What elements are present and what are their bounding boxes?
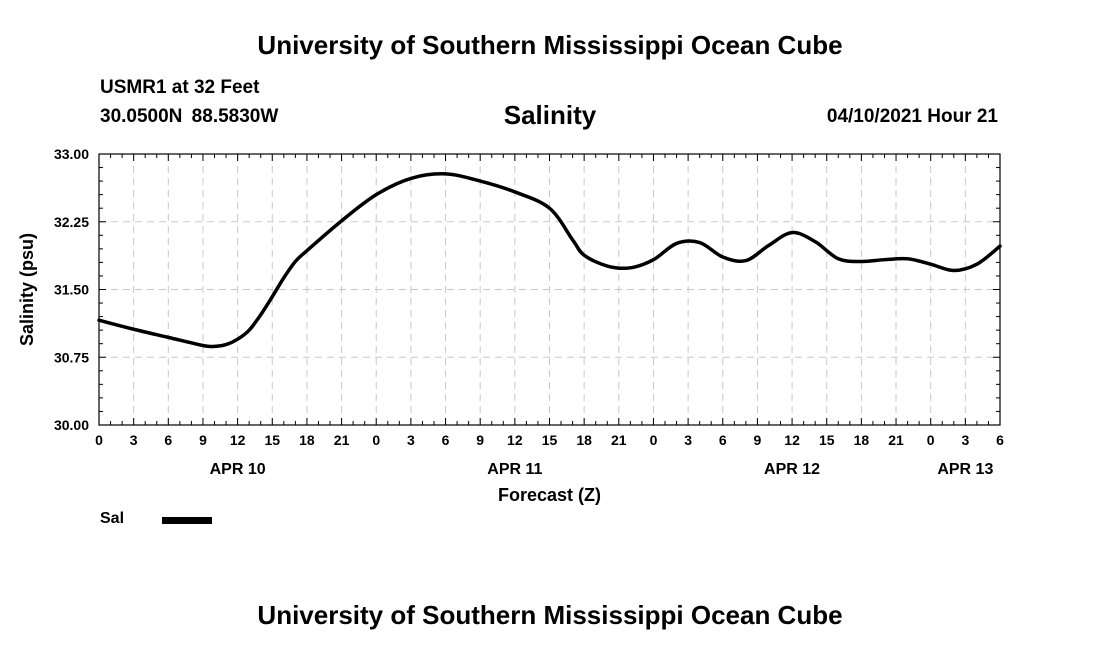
x-tick-label: 3 [961, 432, 969, 448]
plot-frame [98, 153, 1001, 426]
x-tick-label: 15 [819, 432, 835, 448]
series-line-sal [97, 172, 1002, 349]
legend-label-sal: Sal [100, 510, 125, 527]
x-tick-label: 18 [299, 432, 315, 448]
y-axis-title: Salinity (psu) [17, 233, 37, 346]
x-tick-label: 0 [372, 432, 380, 448]
x-tick-label: 21 [611, 432, 627, 448]
x-date-label: APR 12 [764, 461, 820, 478]
station-label: USMR1 at 32 Feet [100, 77, 260, 98]
x-tick-label: 3 [130, 432, 138, 448]
x-tick-label: 21 [334, 432, 350, 448]
x-tick-label: 0 [927, 432, 935, 448]
x-tick-label: 3 [407, 432, 415, 448]
y-tick-label: 31.50 [54, 282, 89, 298]
y-tick-label: 30.75 [54, 349, 89, 365]
y-tick-label: 32.25 [54, 214, 89, 230]
x-tick-label: 18 [854, 432, 870, 448]
footer-title: University of Southern Mississippi Ocean… [257, 600, 843, 630]
x-axis-title: Forecast (Z) [498, 485, 601, 505]
x-date-label: APR 11 [487, 461, 542, 478]
chart-main-title: University of Southern Mississippi Ocean… [257, 30, 843, 60]
x-tick-label: 6 [719, 432, 727, 448]
x-tick-label: 6 [164, 432, 172, 448]
x-tick-label: 12 [230, 432, 246, 448]
x-tick-label: 15 [542, 432, 558, 448]
x-tick-label: 9 [199, 432, 207, 448]
y-tick-label: 30.00 [54, 417, 89, 433]
x-tick-label: 6 [996, 432, 1004, 448]
x-tick-label: 6 [442, 432, 450, 448]
x-tick-label: 0 [650, 432, 658, 448]
parameter-title: Salinity [503, 100, 597, 130]
x-date-label: APR 10 [210, 461, 266, 478]
x-tick-label: 21 [888, 432, 904, 448]
x-tick-label: 9 [754, 432, 762, 448]
x-tick-label: 9 [476, 432, 484, 448]
coordinates-label: 30.0500N 88.5830W [100, 106, 279, 127]
x-tick-label: 12 [784, 432, 800, 448]
forecast-datetime: 04/10/2021 Hour 21 [826, 106, 998, 127]
x-tick-label: 0 [95, 432, 103, 448]
x-tick-label: 3 [684, 432, 692, 448]
y-tick-label: 33.00 [54, 146, 89, 162]
legend-swatch-sal [162, 517, 212, 524]
x-tick-label: 15 [264, 432, 280, 448]
x-date-label: APR 13 [937, 461, 993, 478]
x-tick-label: 12 [507, 432, 523, 448]
x-tick-label: 18 [576, 432, 592, 448]
